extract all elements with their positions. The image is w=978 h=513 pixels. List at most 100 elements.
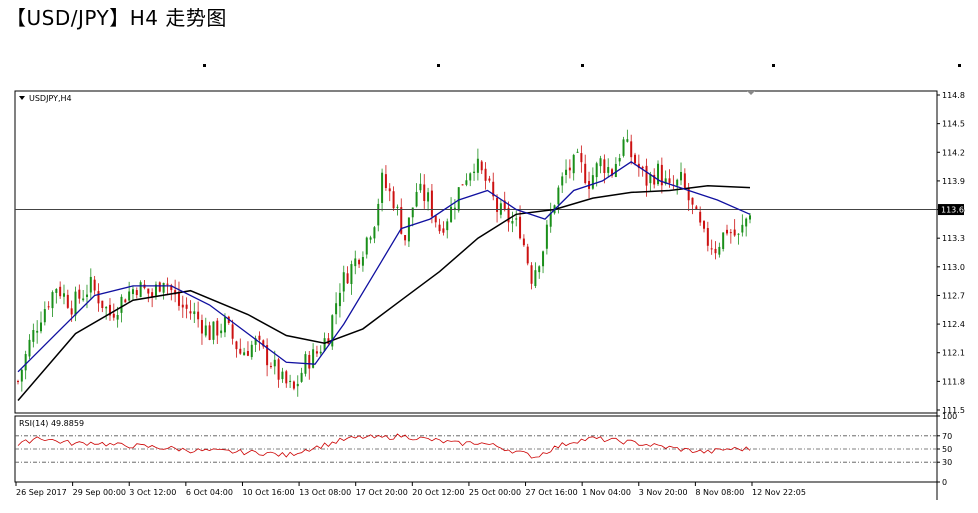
candle-body — [545, 224, 548, 249]
time-tick-label: 27 Oct 16:00 — [526, 488, 578, 497]
candle-body — [430, 190, 433, 217]
candle-body — [243, 352, 246, 356]
candle-body — [542, 251, 545, 267]
candle-body — [438, 224, 441, 232]
candle-body — [538, 266, 541, 273]
candle-body — [338, 292, 341, 307]
candle-body — [24, 354, 27, 371]
candle-body — [193, 311, 196, 315]
candle-body — [342, 272, 345, 292]
candle-body — [89, 276, 92, 293]
candle-body — [66, 294, 69, 308]
time-tick-label: 29 Sep 00:00 — [73, 488, 126, 497]
candles — [17, 129, 751, 397]
candle-body — [469, 173, 472, 181]
candle-body — [108, 304, 111, 316]
time-tick-label: 6 Oct 04:00 — [186, 488, 233, 497]
time-tick-label: 20 Oct 12:00 — [412, 488, 464, 497]
candle-body — [70, 308, 73, 315]
price-tick-label: 112.1 — [942, 349, 965, 358]
candle-body — [733, 229, 736, 236]
candle-body — [549, 213, 552, 227]
candle-body — [177, 291, 180, 306]
page-title: 【USD/JPY】H4 走势图 — [6, 6, 227, 30]
candle-body — [396, 206, 399, 208]
candle-body — [465, 180, 468, 185]
marker-dot — [437, 64, 440, 67]
candle-body — [534, 270, 537, 287]
candle-body — [51, 292, 54, 309]
candle-body — [503, 200, 506, 210]
candle-body — [614, 163, 617, 178]
candle-body — [55, 289, 58, 293]
candle-body — [607, 167, 610, 173]
candle-body — [507, 207, 510, 223]
candle-body — [296, 383, 299, 387]
candle-body — [511, 220, 514, 224]
candle-body — [59, 286, 62, 297]
rsi-label: RSI(14) 49.8859 — [19, 419, 84, 428]
candle-body — [561, 176, 564, 186]
rsi-tick-label: 0 — [942, 478, 947, 487]
candle-body — [147, 288, 150, 294]
candle-body — [572, 154, 575, 174]
candle-body — [292, 381, 295, 389]
time-tick-label: 12 Nov 22:05 — [752, 488, 806, 497]
candle-body — [139, 282, 142, 298]
price-tick-label: 111.5 — [942, 406, 965, 415]
candle-body — [450, 206, 453, 222]
candle-body — [660, 164, 663, 186]
candle-body — [131, 289, 134, 295]
price-tick-label: 113.3 — [942, 234, 965, 243]
candle-body — [315, 351, 318, 354]
candle-body — [653, 174, 656, 185]
candle-body — [488, 178, 491, 181]
candle-body — [281, 371, 284, 380]
collapse-triangle-icon[interactable] — [19, 96, 25, 100]
candle-body — [749, 215, 751, 220]
candle-body — [442, 228, 445, 233]
candle-body — [220, 330, 223, 334]
candle-body — [216, 320, 219, 336]
candle-body — [189, 311, 192, 314]
candle-body — [43, 309, 46, 323]
price-tick-label: 114.8 — [942, 91, 965, 100]
candle-body — [323, 338, 326, 351]
candle-body — [212, 321, 215, 340]
price-tick-label: 114.5 — [942, 120, 965, 129]
price-tick-label: 112.4 — [942, 320, 965, 329]
candle-body — [258, 335, 261, 340]
candle-body — [576, 151, 579, 153]
candle-body — [415, 191, 418, 207]
candle-body — [530, 265, 533, 284]
candle-body — [350, 264, 353, 285]
candle-body — [166, 283, 169, 285]
candle-body — [526, 246, 529, 264]
candle-body — [584, 163, 587, 184]
candle-body — [484, 168, 487, 181]
candle-body — [522, 238, 525, 246]
candle-body — [565, 169, 568, 175]
scroll-triangle-icon[interactable] — [747, 91, 755, 95]
candle-body — [239, 348, 242, 354]
rsi-line — [17, 433, 751, 459]
candle-body — [246, 351, 249, 356]
marker-dot — [581, 64, 584, 67]
candle-body — [630, 141, 633, 158]
candle-body — [62, 293, 65, 297]
candle-body — [185, 304, 188, 309]
time-tick-label: 26 Sep 2017 — [16, 488, 67, 497]
current-price-marker — [938, 204, 964, 216]
candle-body — [645, 165, 648, 186]
time-tick-label: 25 Oct 00:00 — [469, 488, 521, 497]
candle-body — [427, 192, 430, 202]
fast-ma-line — [17, 161, 751, 373]
candle-body — [158, 282, 161, 292]
candle-body — [703, 221, 706, 229]
candle-body — [580, 153, 583, 163]
candle-body — [17, 381, 19, 383]
candle-body — [404, 235, 407, 241]
marker-dot — [958, 64, 961, 67]
candle-body — [453, 207, 456, 210]
candle-body — [473, 171, 476, 173]
